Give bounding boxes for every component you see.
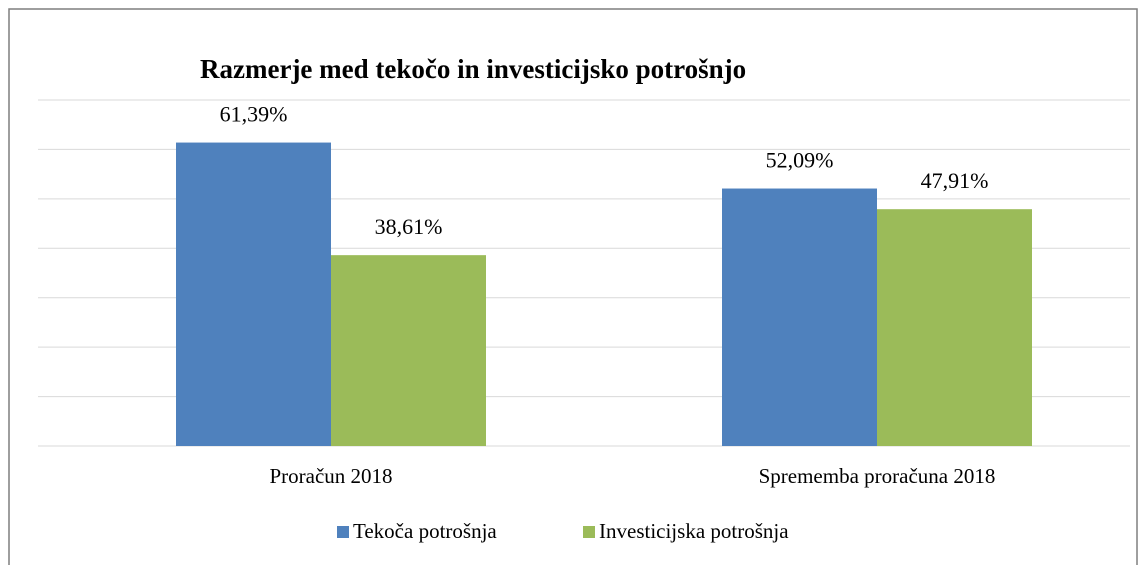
- bar: [331, 255, 486, 446]
- legend-label: Investicijska potrošnja: [599, 519, 789, 543]
- x-tick-label: Sprememba proračuna 2018: [759, 464, 996, 488]
- legend-swatch: [583, 526, 595, 538]
- data-label: 61,39%: [220, 102, 288, 127]
- bar: [176, 142, 331, 447]
- legend-swatch: [337, 526, 349, 538]
- data-label: 47,91%: [921, 168, 989, 193]
- bar: [877, 209, 1032, 446]
- data-label: 38,61%: [375, 214, 443, 239]
- x-tick-label: Proračun 2018: [269, 464, 392, 488]
- chart-title: Razmerje med tekočo in investicijsko pot…: [200, 54, 746, 84]
- bar: [722, 188, 877, 447]
- legend-label: Tekoča potrošnja: [353, 519, 497, 543]
- data-label: 52,09%: [766, 148, 834, 173]
